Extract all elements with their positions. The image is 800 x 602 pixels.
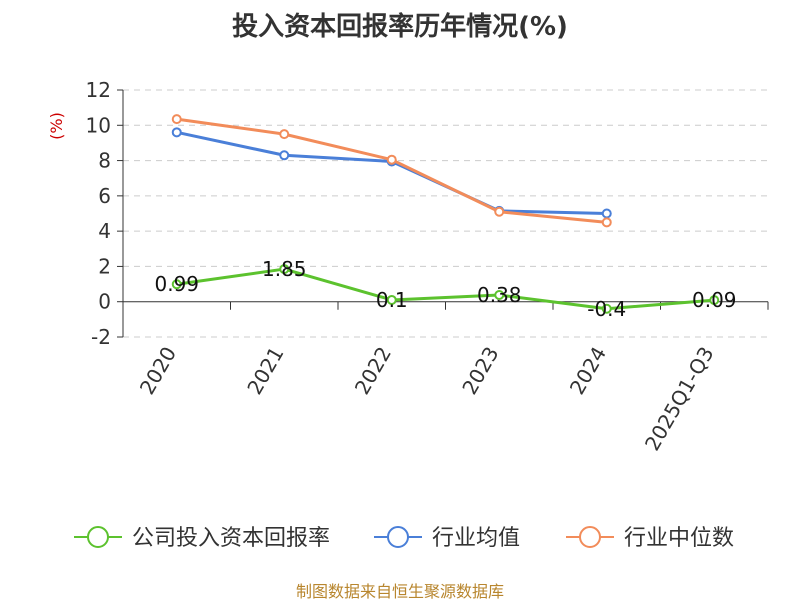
- series-point-1: [279, 150, 290, 161]
- source-note: 制图数据来自恒生聚源数据库: [295, 582, 504, 601]
- legend: 公司投入资本回报率 行业均值 行业中位数: [74, 526, 734, 551]
- series-point-1: [171, 127, 182, 138]
- x-tick-label: 2024: [565, 343, 611, 399]
- data-label: 0.1: [376, 288, 408, 312]
- series-line-2: [176, 117, 607, 224]
- grid-lines: [123, 89, 768, 338]
- y-tick-label: -2: [91, 325, 111, 349]
- x-tick-label: 2025Q1-Q3: [640, 343, 719, 455]
- legend-label: 行业中位数: [624, 526, 734, 551]
- chart-title: 投入资本回报率历年情况(%): [232, 12, 568, 42]
- legend-marker: [387, 526, 409, 548]
- series-point-2: [601, 217, 612, 228]
- series-point-0: [279, 264, 290, 275]
- x-tick-label: 2020: [135, 343, 181, 399]
- series-line-1: [176, 130, 607, 215]
- x-tick-label: 2023: [457, 343, 503, 399]
- series-point-2: [386, 154, 397, 165]
- x-tick-label: 2021: [242, 343, 288, 399]
- data-labels: 0.99 1.85 0.1 0.38 -0.4 0.09: [154, 257, 736, 321]
- series-point-1: [601, 208, 612, 219]
- data-label: 0.09: [692, 288, 737, 312]
- series-point-2: [171, 114, 182, 125]
- series-point-0: [601, 303, 612, 314]
- legend-label: 公司投入资本回报率: [132, 526, 330, 551]
- y-tick-label: 0: [98, 290, 111, 314]
- series-point-0: [709, 295, 720, 306]
- y-axis-unit-label: (%): [47, 112, 66, 140]
- legend-marker: [579, 526, 601, 548]
- series-layer: [171, 114, 720, 314]
- y-tick-label: 2: [98, 254, 111, 278]
- series-point-0: [494, 290, 505, 301]
- legend-marker: [87, 526, 109, 548]
- legend-label: 行业均值: [432, 526, 520, 551]
- data-label: 0.99: [154, 272, 199, 296]
- data-label: 0.38: [477, 283, 522, 307]
- series-point-0: [386, 294, 397, 305]
- y-tick-label: 12: [86, 78, 111, 102]
- series-point-2: [279, 129, 290, 140]
- series-line-0: [176, 267, 715, 311]
- series-point-0: [171, 279, 182, 290]
- y-tick-label: 8: [98, 149, 111, 173]
- y-tick-label: 4: [98, 219, 111, 243]
- data-label: -0.4: [587, 297, 626, 321]
- y-tick-label: 6: [98, 184, 111, 208]
- data-label: 1.85: [262, 257, 307, 281]
- x-tick-label: 2022: [350, 343, 396, 399]
- y-tick-label: 10: [86, 113, 111, 137]
- series-point-2: [494, 206, 505, 217]
